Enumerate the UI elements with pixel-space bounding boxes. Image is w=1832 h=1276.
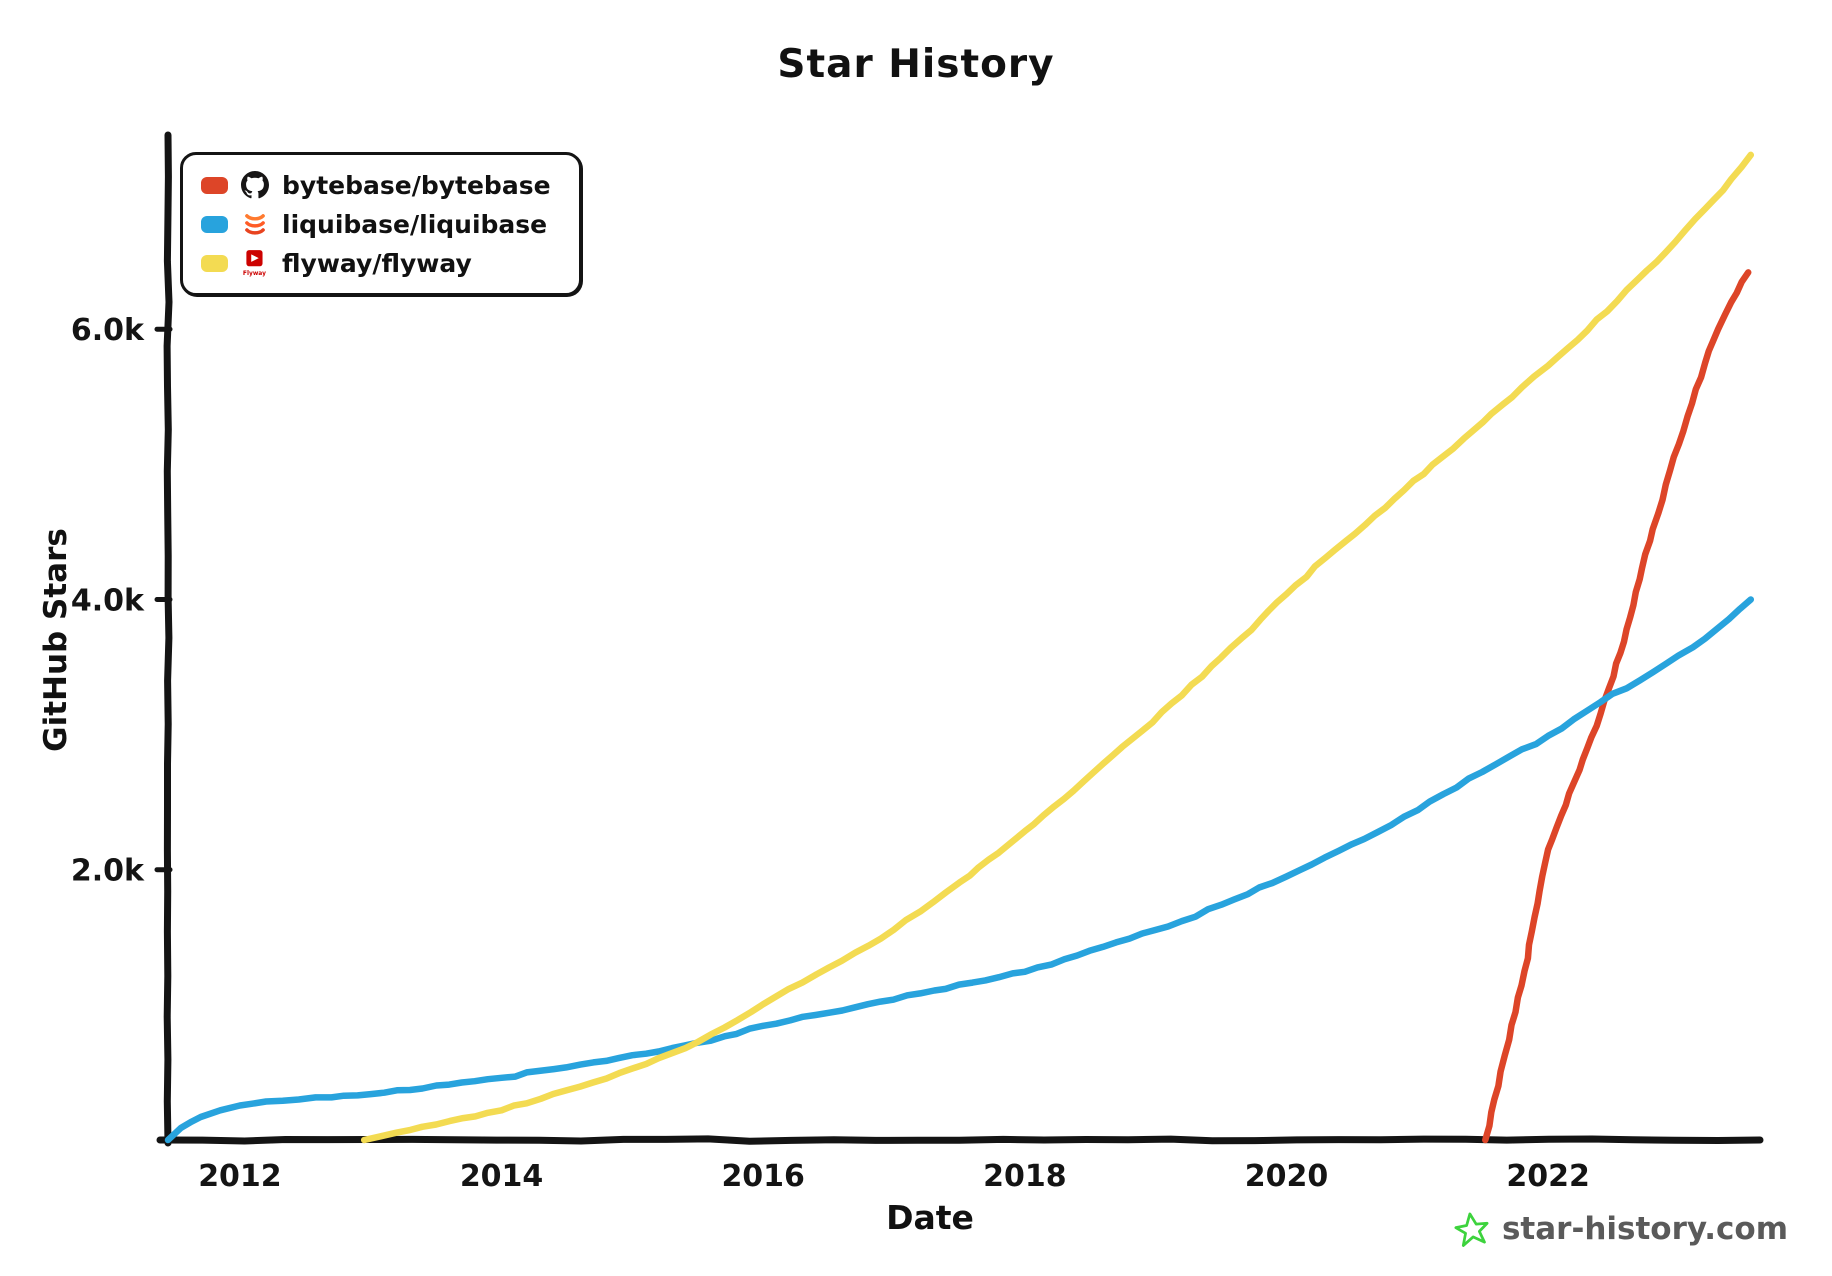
legend: bytebase/bytebase liquibase/liquibase Fl… [180,152,582,296]
x-axis-label: Date [886,1198,974,1237]
watermark-text: star-history.com [1501,1211,1788,1247]
legend-item-liquibase: liquibase/liquibase [201,209,551,239]
x-tick-label: 2020 [1245,1159,1329,1194]
y-tick-label: 2.0k [71,854,145,889]
star-icon [1452,1210,1492,1248]
x-tick-label: 2016 [721,1159,805,1194]
y-tick-label: 4.0k [71,583,145,618]
x-tick-label: 2012 [198,1159,282,1194]
legend-label: liquibase/liquibase [282,209,548,239]
series-line-liquibase [164,596,1755,1144]
legend-swatch-liquibase [201,215,228,233]
y-axis [163,131,173,1147]
flyway-icon: Flyway [240,248,270,278]
x-tick-label: 2022 [1506,1159,1590,1194]
x-axis [156,1135,1764,1145]
github-icon [240,170,270,200]
liquibase-icon [240,209,270,239]
legend-swatch-bytebase [201,176,228,194]
legend-item-bytebase: bytebase/bytebase [201,170,551,200]
series-line-bytebase [1482,269,1752,1144]
watermark-link[interactable]: star-history.com [1452,1210,1788,1248]
svg-text:Flyway: Flyway [243,271,266,277]
page-title: Star History [777,42,1055,87]
y-axis-label: GitHub Stars [38,528,74,752]
series-line-flyway [360,151,1755,1144]
legend-swatch-flyway [201,254,228,272]
legend-item-flyway: Flyway flyway/flyway [201,248,551,278]
legend-label: bytebase/bytebase [282,170,551,200]
x-tick-label: 2018 [983,1159,1067,1194]
legend-label: flyway/flyway [282,248,472,278]
x-tick-label: 2014 [460,1159,544,1194]
y-tick-label: 6.0k [71,313,145,348]
